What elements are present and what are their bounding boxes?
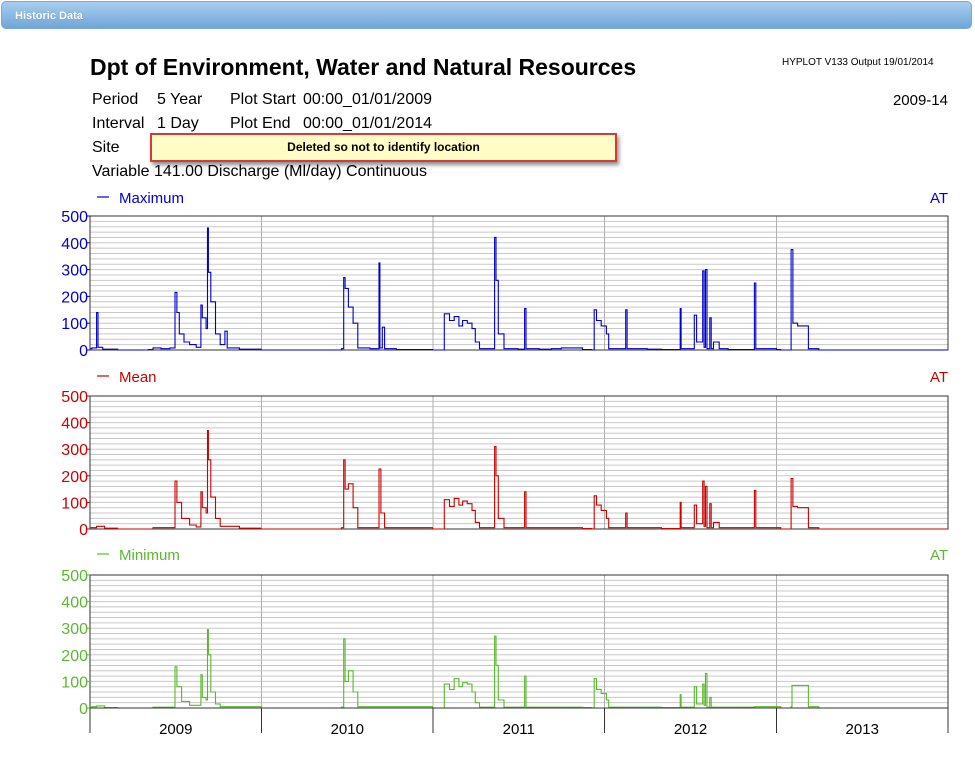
y-tick-label: 100 bbox=[61, 495, 88, 512]
window-titlebar: Historic Data bbox=[1, 1, 972, 29]
x-tick-label: 2010 bbox=[331, 721, 364, 738]
plot-end-label: Plot End bbox=[230, 115, 291, 132]
series-tag-minimum: AT bbox=[930, 547, 948, 564]
period-value: 5 Year bbox=[157, 91, 203, 108]
y-tick-label: 100 bbox=[61, 674, 88, 691]
legend-label-minimum: Minimum bbox=[119, 547, 180, 564]
interval-value: 1 Day bbox=[157, 115, 199, 132]
x-tick-label: 2009 bbox=[159, 721, 192, 738]
x-tick-label: 2012 bbox=[674, 721, 707, 738]
y-tick-label: 400 bbox=[61, 236, 88, 253]
y-tick-label: 500 bbox=[61, 389, 88, 406]
y-tick-label: 0 bbox=[79, 522, 88, 539]
plot-frame-minimum bbox=[89, 574, 949, 709]
plot-frame-mean bbox=[89, 395, 949, 530]
plot-start-value: 00:00_01/01/2009 bbox=[303, 91, 433, 108]
legend-label-mean: Mean bbox=[119, 369, 157, 386]
plot-frame-maximum bbox=[89, 215, 949, 351]
y-tick-label: 500 bbox=[61, 568, 88, 585]
y-tick-label: 300 bbox=[61, 621, 88, 638]
plot-start-label: Plot Start bbox=[230, 91, 296, 108]
series-tag-maximum: AT bbox=[930, 190, 948, 207]
x-tick-label: 2011 bbox=[503, 721, 535, 738]
y-tick-label: 300 bbox=[61, 263, 88, 280]
period-label: Period bbox=[92, 91, 139, 108]
site-redaction-note: Deleted so not to identify location bbox=[150, 133, 617, 162]
version-output-stamp: HYPLOT V133 Output 19/01/2014 bbox=[782, 57, 934, 68]
series-line-minimum bbox=[90, 628, 948, 709]
variable-line: Variable 141.00 Discharge (Ml/day) Conti… bbox=[92, 163, 427, 180]
window-title: Historic Data bbox=[15, 10, 83, 22]
series-line-maximum bbox=[90, 227, 948, 351]
y-tick-label: 400 bbox=[61, 595, 88, 612]
plot-end-value: 00:00_01/01/2014 bbox=[303, 115, 433, 132]
series-line-mean bbox=[90, 430, 948, 530]
site-label: Site bbox=[92, 139, 120, 156]
y-tick-label: 300 bbox=[61, 442, 88, 459]
date-range-label: 2009-14 bbox=[892, 92, 948, 109]
report-title: Dpt of Environment, Water and Natural Re… bbox=[90, 54, 637, 80]
y-tick-label: 100 bbox=[61, 316, 88, 333]
y-tick-label: 0 bbox=[79, 343, 88, 360]
y-tick-label: 200 bbox=[61, 469, 88, 486]
y-tick-label: 200 bbox=[61, 648, 88, 665]
y-tick-label: 500 bbox=[61, 209, 88, 226]
series-tag-mean: AT bbox=[930, 369, 948, 386]
y-tick-label: 200 bbox=[61, 289, 88, 306]
x-tick-label: 2013 bbox=[846, 721, 879, 738]
interval-label: Interval bbox=[92, 115, 145, 132]
y-tick-label: 0 bbox=[79, 701, 88, 718]
legend-label-maximum: Maximum bbox=[119, 190, 184, 207]
y-tick-label: 400 bbox=[61, 416, 88, 433]
